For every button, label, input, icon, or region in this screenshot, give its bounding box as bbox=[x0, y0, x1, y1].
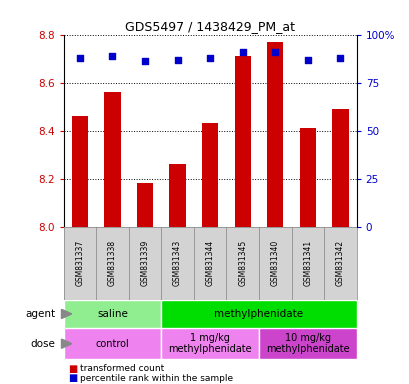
Bar bbox=[169, 164, 185, 227]
Text: 1 mg/kg
methylphenidate: 1 mg/kg methylphenidate bbox=[168, 333, 251, 354]
Point bbox=[206, 55, 213, 61]
Polygon shape bbox=[61, 339, 72, 348]
Point bbox=[239, 49, 245, 55]
Point bbox=[76, 55, 83, 61]
Point bbox=[336, 55, 343, 61]
Text: GSM831339: GSM831339 bbox=[140, 240, 149, 286]
Text: 10 mg/kg
methylphenidate: 10 mg/kg methylphenidate bbox=[265, 333, 349, 354]
Text: ■: ■ bbox=[67, 364, 77, 374]
Bar bbox=[104, 92, 120, 227]
Bar bbox=[258, 328, 356, 359]
Text: dose: dose bbox=[30, 339, 55, 349]
Bar bbox=[299, 128, 315, 227]
Point bbox=[142, 58, 148, 65]
Bar bbox=[63, 300, 161, 328]
Bar bbox=[137, 184, 153, 227]
Polygon shape bbox=[61, 310, 72, 319]
Text: ■: ■ bbox=[67, 373, 77, 383]
Text: GSM831341: GSM831341 bbox=[303, 240, 312, 286]
Text: GSM831344: GSM831344 bbox=[205, 240, 214, 286]
Bar bbox=[267, 42, 283, 227]
Point bbox=[174, 56, 180, 63]
Bar bbox=[202, 123, 218, 227]
Text: GSM831342: GSM831342 bbox=[335, 240, 344, 286]
Text: percentile rank within the sample: percentile rank within the sample bbox=[80, 374, 232, 383]
Text: GSM831345: GSM831345 bbox=[238, 240, 247, 286]
Bar bbox=[63, 328, 161, 359]
Text: GSM831340: GSM831340 bbox=[270, 240, 279, 286]
Bar bbox=[234, 56, 250, 227]
Text: GSM831338: GSM831338 bbox=[108, 240, 117, 286]
Text: methylphenidate: methylphenidate bbox=[214, 309, 303, 319]
Text: control: control bbox=[95, 339, 129, 349]
Point bbox=[271, 49, 278, 55]
Bar bbox=[72, 116, 88, 227]
Bar bbox=[161, 328, 258, 359]
Text: agent: agent bbox=[25, 309, 55, 319]
Point bbox=[109, 53, 115, 59]
Point bbox=[304, 56, 310, 63]
Text: transformed count: transformed count bbox=[80, 364, 164, 373]
Bar bbox=[331, 109, 348, 227]
Title: GDS5497 / 1438429_PM_at: GDS5497 / 1438429_PM_at bbox=[125, 20, 294, 33]
Bar bbox=[161, 300, 356, 328]
Text: GSM831337: GSM831337 bbox=[75, 240, 84, 286]
Text: GSM831343: GSM831343 bbox=[173, 240, 182, 286]
Text: saline: saline bbox=[97, 309, 128, 319]
